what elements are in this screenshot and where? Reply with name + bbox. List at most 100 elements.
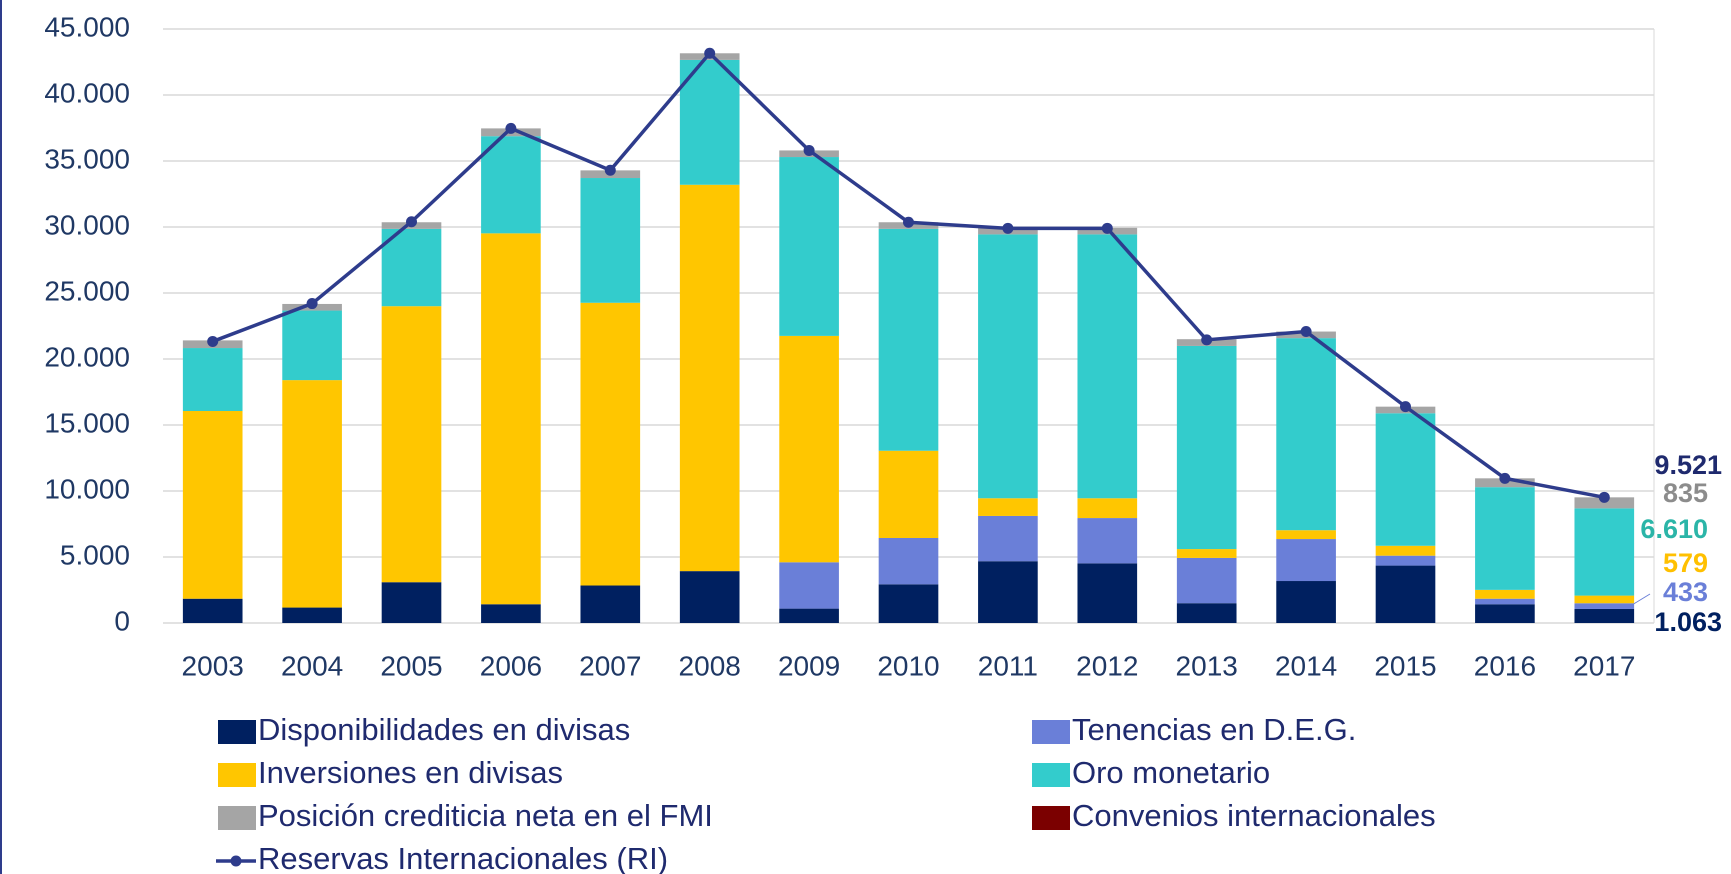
line-marker xyxy=(505,122,517,134)
value-label: 579 xyxy=(1663,548,1708,578)
bar-segment xyxy=(1176,549,1237,558)
bar-segment xyxy=(1574,603,1635,609)
line-marker xyxy=(803,144,815,156)
bar-segment xyxy=(1176,603,1237,623)
x-tick-label: 2008 xyxy=(679,650,741,681)
legend-swatch xyxy=(218,806,256,830)
bar-segment xyxy=(1276,539,1336,582)
x-tick-label: 2003 xyxy=(182,650,244,681)
y-tick-label: 20.000 xyxy=(44,341,130,372)
legend-swatch xyxy=(1032,806,1070,830)
value-label: 6.610 xyxy=(1640,514,1708,544)
x-tick-label: 2011 xyxy=(978,650,1038,681)
bar-segment xyxy=(1574,497,1635,509)
value-label: 835 xyxy=(1663,478,1708,508)
bar-segment xyxy=(1176,345,1237,550)
bar-segment xyxy=(1276,530,1336,540)
bar-segment xyxy=(679,571,740,623)
bar-segment xyxy=(1475,598,1535,605)
bar-segment xyxy=(779,608,839,623)
legend-label: Inversiones en divisas xyxy=(258,755,563,790)
x-tick-label: 2017 xyxy=(1573,650,1635,681)
x-tick-label: 2004 xyxy=(281,650,343,681)
bar-segment xyxy=(1574,608,1635,623)
line-marker xyxy=(1300,326,1312,338)
bar-segment xyxy=(282,607,342,623)
y-tick-label: 30.000 xyxy=(44,209,130,240)
bar-segment xyxy=(580,585,641,623)
x-tick-label: 2015 xyxy=(1374,650,1436,681)
line-marker xyxy=(1201,334,1213,346)
x-tick-label: 2009 xyxy=(778,650,840,681)
legend-label: Reservas Internacionales (RI) xyxy=(258,841,668,874)
bar-segment xyxy=(1077,498,1138,519)
bar-segment xyxy=(1077,234,1138,499)
legend-swatch xyxy=(218,720,256,744)
bar-segment xyxy=(1176,557,1237,604)
x-tick-label: 2007 xyxy=(579,650,641,681)
legend-label: Disponibilidades en divisas xyxy=(258,712,630,747)
bar-segment xyxy=(1475,589,1535,599)
x-tick-label: 2013 xyxy=(1176,650,1238,681)
line-marker xyxy=(1499,472,1511,484)
line-marker xyxy=(604,164,616,176)
y-tick-label: 25.000 xyxy=(44,275,130,306)
bar-segment xyxy=(381,582,442,623)
bar-segment xyxy=(1574,595,1635,604)
bar-segment xyxy=(182,598,243,623)
legend-label: Oro monetario xyxy=(1072,755,1270,790)
bar-segment xyxy=(580,178,641,303)
line-marker xyxy=(306,298,318,310)
bar-segment xyxy=(282,310,342,381)
x-tick-label: 2016 xyxy=(1474,650,1536,681)
bar-segment xyxy=(878,584,939,623)
value-label: 9.521 xyxy=(1654,450,1722,480)
legend-label: Posición crediticia neta en el FMI xyxy=(258,798,713,833)
bar-segment xyxy=(282,380,342,608)
bar-segment xyxy=(481,604,541,623)
bar-segment xyxy=(779,562,839,609)
y-tick-label: 5.000 xyxy=(60,539,130,570)
legend-label: Tenencias en D.E.G. xyxy=(1072,712,1356,747)
line-marker xyxy=(1598,491,1610,503)
line-marker xyxy=(1002,222,1014,234)
bar-segment xyxy=(1276,338,1336,531)
leader xyxy=(1626,593,1651,609)
line-marker xyxy=(704,47,716,59)
bar-segment xyxy=(878,537,939,585)
y-tick-label: 35.000 xyxy=(44,143,130,174)
y-tick-label: 45.000 xyxy=(44,11,130,42)
bar-segment xyxy=(1375,545,1436,556)
value-label: 1.063 xyxy=(1654,607,1722,637)
legend-marker xyxy=(230,855,242,867)
bar-segment xyxy=(978,234,1038,499)
bar-segment xyxy=(1375,555,1436,566)
x-tick-label: 2005 xyxy=(380,650,442,681)
legend-swatch xyxy=(1032,720,1070,744)
legend-swatch xyxy=(218,763,256,787)
x-tick-label: 2006 xyxy=(480,650,542,681)
legend-swatch xyxy=(1032,763,1070,787)
bar-segment xyxy=(1574,508,1635,596)
line-marker xyxy=(1101,222,1113,234)
bar-segment xyxy=(878,450,939,538)
line-marker xyxy=(903,216,914,228)
bar-segment xyxy=(978,498,1038,516)
bar-segment xyxy=(481,136,541,234)
x-tick-label: 2012 xyxy=(1076,650,1138,681)
bar-segment xyxy=(978,561,1038,623)
y-tick-label: 10.000 xyxy=(44,473,130,504)
bar-segment xyxy=(1475,604,1535,623)
x-tick-label: 2014 xyxy=(1275,650,1337,681)
bar-segment xyxy=(679,59,740,185)
bar-segment xyxy=(1475,487,1535,590)
bar-segment xyxy=(1375,413,1436,546)
bar-segment xyxy=(1375,565,1436,623)
line-marker xyxy=(406,216,417,228)
bar-segment xyxy=(1077,518,1138,564)
bar-segment xyxy=(679,184,740,572)
y-tick-label: 0 xyxy=(114,605,130,636)
bar-segment xyxy=(381,306,442,583)
bar-segment xyxy=(978,515,1038,562)
